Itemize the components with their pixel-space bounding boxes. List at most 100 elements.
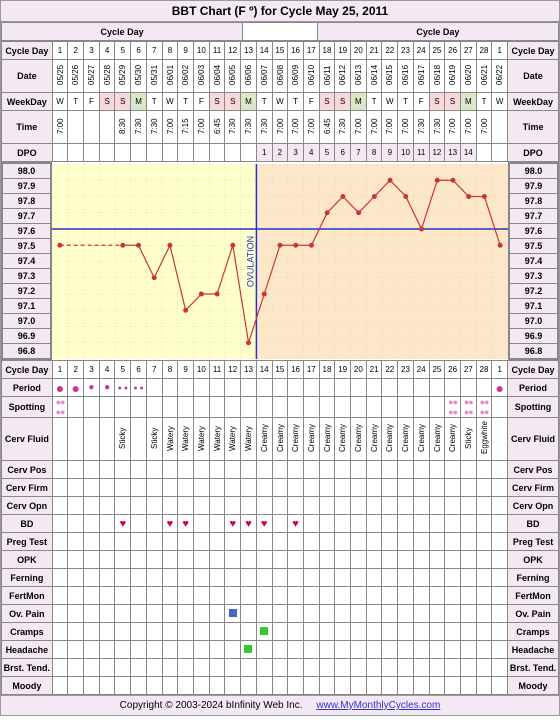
cycleday-cell: 18 <box>319 42 335 60</box>
weekday-cell: W <box>162 93 178 111</box>
data-cell <box>209 533 225 551</box>
cycleday-cell: 5 <box>115 42 131 60</box>
weekday-cell: S <box>209 93 225 111</box>
date-cell: 05/25 <box>52 60 68 93</box>
data-cell <box>429 461 445 479</box>
data-cell <box>131 533 147 551</box>
dpo-cell <box>115 144 131 162</box>
time-cell: 7:30 <box>256 111 272 144</box>
cervfluid-cell <box>68 418 84 461</box>
cycleday-cell: 24 <box>413 361 429 379</box>
data-cell <box>162 551 178 569</box>
data-cell: ● <box>52 379 68 397</box>
data-cell <box>209 587 225 605</box>
time-cell: 7:00 <box>351 111 367 144</box>
cycleday-cell: 16 <box>288 361 304 379</box>
data-cell <box>303 677 319 695</box>
data-cell <box>382 397 398 418</box>
data-cell <box>256 533 272 551</box>
data-cell <box>209 623 225 641</box>
data-cell <box>131 569 147 587</box>
cycleday-cell: 2 <box>68 42 84 60</box>
data-cell <box>398 497 414 515</box>
time-cell: 7:00 <box>366 111 382 144</box>
row-label: WeekDay <box>508 93 559 111</box>
data-cell <box>178 397 194 418</box>
data-cell <box>366 461 382 479</box>
date-cell: 06/13 <box>351 60 367 93</box>
data-cell <box>366 605 382 623</box>
data-cell <box>194 533 210 551</box>
cycleday-cell: 3 <box>84 42 100 60</box>
data-cell <box>256 551 272 569</box>
row-label: Cerv Opn <box>508 497 559 515</box>
data-cell <box>115 533 131 551</box>
data-cell <box>146 587 162 605</box>
data-cell <box>398 533 414 551</box>
row-label: Ferning <box>2 569 53 587</box>
time-cell: 7:30 <box>413 111 429 144</box>
data-cell <box>99 479 115 497</box>
data-cell <box>460 659 476 677</box>
data-cell <box>351 569 367 587</box>
weekday-cell: M <box>351 93 367 111</box>
site-link[interactable]: www.MyMonthlyCycles.com <box>316 700 440 711</box>
data-cell <box>351 551 367 569</box>
data-cell <box>303 515 319 533</box>
data-cell <box>413 461 429 479</box>
data-cell <box>194 497 210 515</box>
time-cell: 7:30 <box>429 111 445 144</box>
date-cell: 05/31 <box>146 60 162 93</box>
date-cell: 06/07 <box>256 60 272 93</box>
weekday-cell: S <box>225 93 241 111</box>
data-cell <box>84 641 100 659</box>
data-cell <box>398 623 414 641</box>
cycleday-cell: 9 <box>178 42 194 60</box>
cycleday-cell: 10 <box>194 42 210 60</box>
weekday-cell: S <box>335 93 351 111</box>
data-cell <box>146 551 162 569</box>
data-cell <box>209 497 225 515</box>
data-cell <box>84 461 100 479</box>
cycleday-cell: 25 <box>429 42 445 60</box>
cycleday-cell: 15 <box>272 42 288 60</box>
data-cell <box>209 551 225 569</box>
data-cell <box>366 379 382 397</box>
cycleday-cell: 16 <box>288 42 304 60</box>
data-cell <box>52 515 68 533</box>
cycleday-cell: 27 <box>460 361 476 379</box>
data-cell <box>99 623 115 641</box>
data-cell <box>382 677 398 695</box>
data-cell <box>398 551 414 569</box>
data-cell <box>382 551 398 569</box>
weekday-cell: S <box>99 93 115 111</box>
time-cell <box>84 111 100 144</box>
data-cell <box>319 515 335 533</box>
data-cell <box>476 623 492 641</box>
data-cell <box>351 515 367 533</box>
cycleday-cell: 24 <box>413 42 429 60</box>
data-cell <box>256 569 272 587</box>
temp-scale-cell: 97.5 <box>3 239 51 254</box>
row-label: Headache <box>508 641 559 659</box>
data-cell <box>115 479 131 497</box>
row-label: Cerv Opn <box>2 497 53 515</box>
cycleday-cell: 28 <box>476 361 492 379</box>
data-cell <box>492 641 508 659</box>
cycleday-cell: 13 <box>241 42 257 60</box>
data-cell <box>194 623 210 641</box>
data-cell <box>366 677 382 695</box>
time-cell: 7:30 <box>131 111 147 144</box>
cycleday-cell: 17 <box>303 42 319 60</box>
cycleday-cell: 4 <box>99 361 115 379</box>
data-cell <box>398 461 414 479</box>
data-cell <box>256 605 272 623</box>
data-cell <box>460 623 476 641</box>
row-label: Cramps <box>508 623 559 641</box>
data-cell <box>492 461 508 479</box>
data-cell <box>99 569 115 587</box>
data-cell <box>162 397 178 418</box>
data-cell <box>413 587 429 605</box>
data-cell <box>68 605 84 623</box>
data-cell <box>303 587 319 605</box>
